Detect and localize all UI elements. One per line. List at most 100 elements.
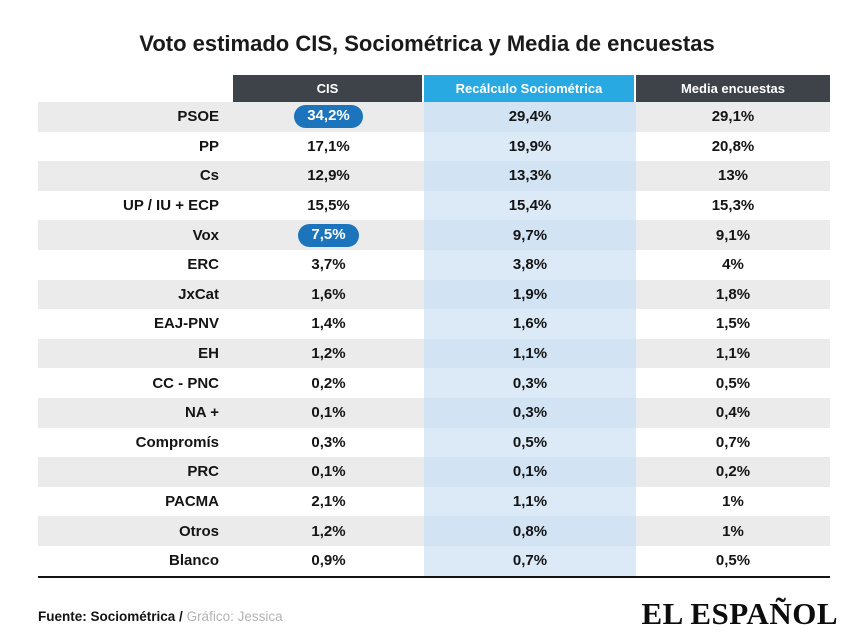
cis-value: 34,2% <box>294 105 363 129</box>
cis-value-cell: 7,5% <box>233 220 424 250</box>
table-row: Blanco 0,9% 0,7% 0,5% <box>38 545 830 576</box>
media-value-cell: 0,5% <box>636 546 830 576</box>
cis-value: 0,1% <box>311 404 346 422</box>
sociometrica-value: 1,9% <box>512 285 548 303</box>
party-label: Vox <box>38 220 233 250</box>
party-label: PRC <box>38 457 233 487</box>
sociometrica-value: 0,3% <box>512 374 548 392</box>
cis-value-cell: 1,2% <box>233 338 424 369</box>
sociometrica-value-cell: 13,3% <box>424 161 636 191</box>
sociometrica-value: 0,3% <box>512 404 548 422</box>
media-value: 15,3% <box>711 197 755 215</box>
media-value: 1% <box>722 493 744 511</box>
party-label: PP <box>198 137 219 155</box>
table-header-row: CIS Recálculo Sociométrica Media encuest… <box>38 75 830 102</box>
sociometrica-value-cell: 1,6% <box>424 309 636 339</box>
credit-text: Gráfico: Jessica <box>186 609 283 624</box>
party-label: Compromís <box>135 433 219 451</box>
media-value-cell: 15,3% <box>636 191 830 221</box>
sociometrica-value-cell: 0,8% <box>424 516 636 546</box>
cis-value-cell: 0,2% <box>233 368 424 398</box>
sociometrica-value: 0,7% <box>512 552 548 570</box>
media-value-cell: 1,8% <box>636 279 830 310</box>
cis-value: 0,2% <box>311 374 346 392</box>
sociometrica-value: 15,4% <box>508 197 552 215</box>
chart-title: Voto estimado CIS, Sociométrica y Media … <box>139 30 715 56</box>
sociometrica-value: 9,7% <box>512 226 548 244</box>
media-value-cell: 0,2% <box>636 457 830 487</box>
cis-value: 1,6% <box>311 285 346 303</box>
cis-value-cell: 0,3% <box>233 428 424 458</box>
sociometrica-value-cell: 3,8% <box>424 249 636 280</box>
source-text: Fuente: Sociométrica / <box>38 609 183 624</box>
cis-value: 0,9% <box>311 552 346 570</box>
party-label: JxCat <box>38 279 233 310</box>
media-value: 1,5% <box>715 315 751 333</box>
cis-value-cell: 3,7% <box>233 250 424 280</box>
cis-value-cell: 1,6% <box>233 279 424 310</box>
media-value: 1,8% <box>715 285 751 303</box>
cis-value-cell: 0,1% <box>233 397 424 428</box>
cis-value: 1,4% <box>311 315 346 333</box>
media-value-cell: 1% <box>636 516 830 546</box>
cis-value: 1,2% <box>311 345 346 363</box>
table-row: PRC 0,1% 0,1% 0,2% <box>38 457 830 487</box>
table-row: CC - PNC 0,2% 0,3% 0,5% <box>38 368 830 398</box>
source-line: Fuente: Sociométrica / Gráfico: Jessica <box>38 609 283 624</box>
cis-value-cell: 0,1% <box>233 457 424 487</box>
sociometrica-value-cell: 29,4% <box>424 102 636 132</box>
media-value: 0,4% <box>715 404 751 422</box>
party-label: Blanco <box>168 552 219 570</box>
cis-value-cell: 0,9% <box>233 546 424 576</box>
sociometrica-value: 0,8% <box>512 522 548 540</box>
sociometrica-value-cell: 1,1% <box>424 486 636 517</box>
table-body: PSOE 34,2% 29,4% 29,1% PP 17,1% 19,9% 20… <box>38 102 830 576</box>
party-label: Otros <box>38 516 233 546</box>
media-value: 4% <box>722 256 744 274</box>
party-label: UP / IU + ECP <box>122 197 219 215</box>
table-row: NA + 0,1% 0,3% 0,4% <box>38 397 830 428</box>
party-label: PACMA <box>165 493 219 511</box>
sociometrica-value-cell: 0,1% <box>424 457 636 487</box>
table-row: Compromís 0,3% 0,5% 0,7% <box>38 427 830 458</box>
sociometrica-value-cell: 0,3% <box>424 368 636 398</box>
media-value-cell: 1,1% <box>636 338 830 369</box>
cis-value: 2,1% <box>311 493 346 511</box>
sociometrica-value: 1,6% <box>512 315 548 333</box>
table-row: EH 1,2% 1,1% 1,1% <box>38 338 830 369</box>
media-value-cell: 9,1% <box>636 220 830 250</box>
media-value: 0,7% <box>715 433 751 451</box>
media-value-cell: 0,4% <box>636 397 830 428</box>
table-row: PP 17,1% 19,9% 20,8% <box>38 131 830 162</box>
sociometrica-value: 0,5% <box>512 433 548 451</box>
sociometrica-value-cell: 0,7% <box>424 545 636 576</box>
sociometrica-value-cell: 0,3% <box>424 397 636 428</box>
sociometrica-value-cell: 1,1% <box>424 338 636 369</box>
estimates-table: CIS Recálculo Sociométrica Media encuest… <box>38 75 830 578</box>
table-row: PSOE 34,2% 29,4% 29,1% <box>38 102 830 132</box>
table-row: UP / IU + ECP 15,5% 15,4% 15,3% <box>38 190 830 221</box>
media-value-cell: 29,1% <box>636 102 830 132</box>
table-row: Cs 12,9% 13,3% 13% <box>38 161 830 191</box>
sociometrica-value-cell: 1,9% <box>424 279 636 310</box>
media-value: 9,1% <box>715 226 751 244</box>
party-label: CC - PNC <box>152 374 219 392</box>
media-value-cell: 1,5% <box>636 309 830 339</box>
media-value-cell: 0,5% <box>636 368 830 398</box>
sociometrica-value-cell: 0,5% <box>424 427 636 458</box>
media-value-cell: 1% <box>636 487 830 517</box>
table-row: EAJ-PNV 1,4% 1,6% 1,5% <box>38 309 830 339</box>
media-value-cell: 20,8% <box>636 132 830 162</box>
cis-value: 15,5% <box>307 197 350 215</box>
cis-value-cell: 34,2% <box>233 102 424 132</box>
media-value-cell: 0,7% <box>636 428 830 458</box>
party-label: EH <box>38 338 233 369</box>
media-value: 13% <box>717 167 749 185</box>
table-row: PACMA 2,1% 1,1% 1% <box>38 486 830 517</box>
table-row: Otros 1,2% 0,8% 1% <box>38 516 830 546</box>
cis-value: 7,5% <box>298 223 359 247</box>
media-value: 29,1% <box>711 108 755 126</box>
cis-value-cell: 15,5% <box>233 191 424 221</box>
media-value: 1,1% <box>715 345 751 363</box>
cis-value-cell: 12,9% <box>233 161 424 191</box>
